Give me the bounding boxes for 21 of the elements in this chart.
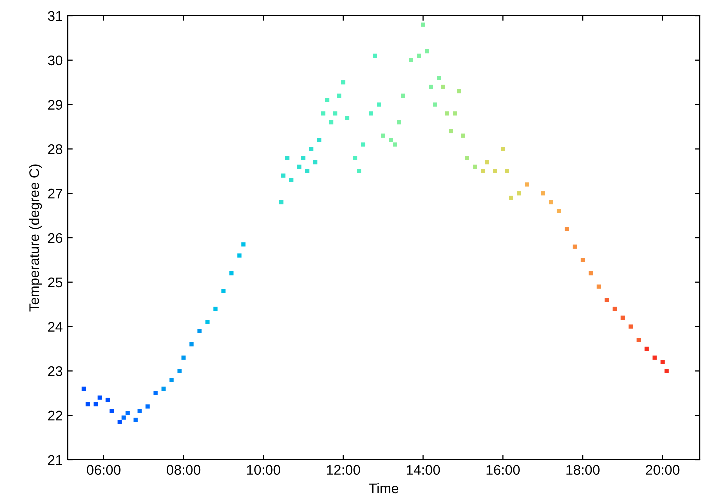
x-tick-label: 08:00 [166, 465, 201, 476]
x-axis-title: Time [369, 483, 399, 494]
x-tick-label: 10:00 [247, 465, 280, 476]
y-tick-label: 24 [48, 322, 63, 332]
y-tick-label: 25 [48, 278, 63, 288]
x-tick-label: 06:00 [87, 465, 121, 476]
y-tick-label: 30 [48, 56, 63, 66]
y-tick-label: 27 [48, 188, 62, 199]
x-tick-label: 12:00 [327, 465, 360, 476]
y-tick-label: 22 [48, 410, 62, 421]
y-axis-title: Temperature (degree C) [29, 164, 42, 312]
x-tick-label: 20:00 [646, 465, 680, 476]
x-tick-label: 16:00 [486, 465, 520, 476]
y-tick-label: 28 [48, 144, 63, 154]
y-tick-label: 29 [48, 100, 62, 110]
y-tick-label: 26 [48, 233, 63, 244]
y-tick-label: 31 [48, 11, 62, 22]
y-tick-label: 23 [48, 366, 63, 376]
y-tick-label: 21 [48, 455, 62, 466]
x-tick-label: 14:00 [407, 465, 440, 476]
x-tick-label: 18:00 [566, 465, 600, 476]
